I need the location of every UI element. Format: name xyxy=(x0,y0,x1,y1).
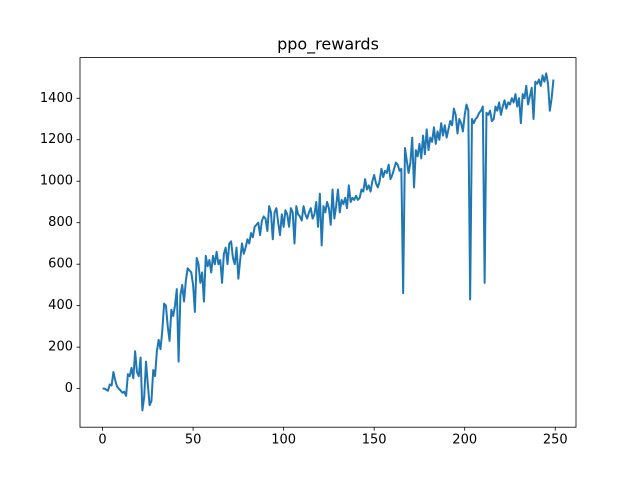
x-tick-label: 50 xyxy=(185,433,202,448)
y-tick-label: 1400 xyxy=(40,91,73,106)
axes-frame xyxy=(79,57,577,428)
x-tick-label: 150 xyxy=(362,433,387,448)
y-tick-label: 1200 xyxy=(40,132,73,147)
y-tick-label: 200 xyxy=(48,340,73,355)
y-tick-label: 800 xyxy=(48,215,73,230)
x-tick-label: 0 xyxy=(98,433,106,448)
y-tick-label: 0 xyxy=(65,381,73,396)
data-line xyxy=(102,72,555,412)
x-tick-label: 250 xyxy=(543,433,568,448)
x-tick-label: 200 xyxy=(452,433,477,448)
y-tick-label: 400 xyxy=(48,298,73,313)
x-tick-label: 100 xyxy=(271,433,296,448)
chart-title: ppo_rewards xyxy=(277,35,379,55)
y-tick-label: 1000 xyxy=(40,174,73,189)
y-tick-label: 600 xyxy=(48,257,73,272)
